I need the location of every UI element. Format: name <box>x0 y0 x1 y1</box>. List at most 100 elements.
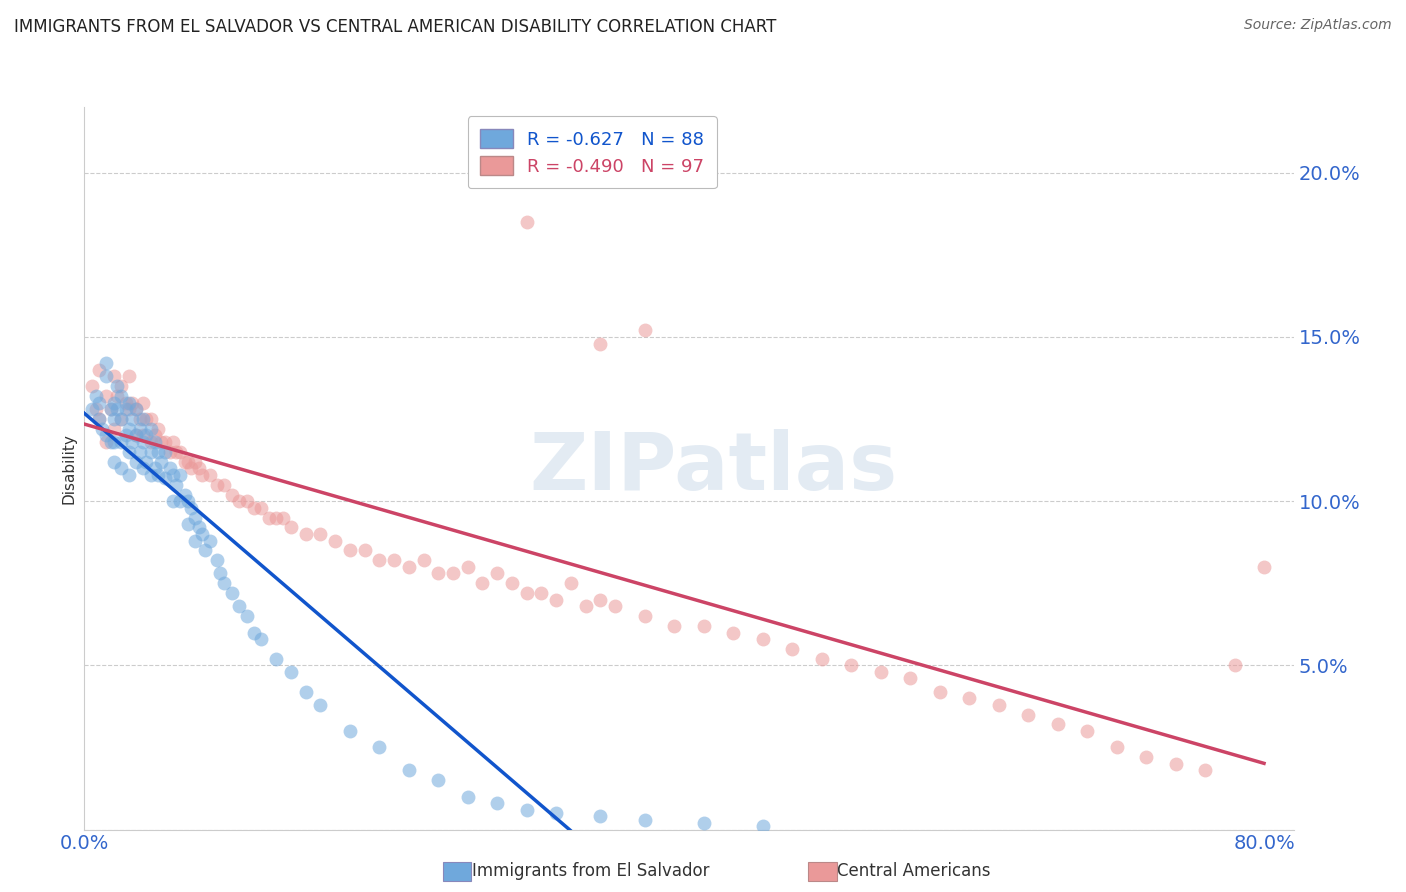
Point <box>129 412 152 426</box>
Point <box>214 477 236 491</box>
Point <box>165 445 187 459</box>
Point <box>243 500 266 515</box>
Point <box>114 428 136 442</box>
Point <box>87 412 110 426</box>
Point <box>87 412 110 426</box>
Point <box>560 576 582 591</box>
Point <box>957 691 980 706</box>
Point <box>103 395 125 409</box>
Point <box>132 435 155 450</box>
Point <box>516 586 538 600</box>
Point <box>382 553 405 567</box>
Point <box>839 658 862 673</box>
Point <box>84 389 107 403</box>
Point <box>176 494 198 508</box>
Point <box>121 435 143 450</box>
Point <box>294 684 316 698</box>
Point <box>121 412 143 426</box>
Point <box>135 412 157 426</box>
Point <box>139 422 162 436</box>
Point <box>605 599 627 614</box>
Point <box>221 586 243 600</box>
Point <box>117 402 139 417</box>
Point <box>198 533 221 548</box>
Point <box>184 533 207 548</box>
Point <box>398 764 420 778</box>
Point <box>146 467 169 482</box>
Point <box>155 445 177 459</box>
Point <box>530 586 553 600</box>
Point <box>169 494 191 508</box>
Point <box>228 599 250 614</box>
Point <box>1164 756 1187 771</box>
Point <box>987 698 1010 712</box>
Point <box>250 632 273 646</box>
Point <box>105 379 128 393</box>
Point <box>180 500 202 515</box>
Point <box>117 422 139 436</box>
Point <box>228 494 250 508</box>
Point <box>132 428 155 442</box>
Point <box>243 625 266 640</box>
Point <box>323 533 346 548</box>
Point <box>457 789 479 804</box>
Point <box>634 323 657 337</box>
Point <box>1105 740 1128 755</box>
Point <box>139 467 162 482</box>
Point <box>751 632 773 646</box>
Point <box>412 553 434 567</box>
Point <box>1223 658 1246 673</box>
Point <box>264 510 287 524</box>
Point <box>173 487 195 501</box>
Point <box>928 684 950 698</box>
Point <box>194 543 217 558</box>
Point <box>165 477 187 491</box>
Point <box>634 609 657 624</box>
Point <box>117 369 139 384</box>
Point <box>264 652 287 666</box>
Point <box>105 389 128 403</box>
Point <box>96 435 118 450</box>
Point <box>692 816 714 830</box>
Point <box>280 520 302 534</box>
Point <box>139 445 162 459</box>
Point <box>486 797 509 811</box>
Point <box>486 566 509 581</box>
Point <box>471 576 494 591</box>
Point <box>96 356 118 370</box>
Point <box>751 819 773 833</box>
Point <box>176 517 198 532</box>
Point <box>100 402 122 417</box>
Point <box>353 543 375 558</box>
Point <box>205 553 228 567</box>
Text: Central Americans: Central Americans <box>837 862 991 880</box>
Point <box>100 402 122 417</box>
Point <box>188 461 211 475</box>
Point <box>110 412 132 426</box>
Point <box>294 527 316 541</box>
Point <box>221 487 243 501</box>
Point <box>132 461 155 475</box>
Point <box>80 402 103 417</box>
Point <box>162 494 184 508</box>
Point <box>589 592 612 607</box>
Point <box>121 395 143 409</box>
Point <box>235 494 257 508</box>
Point <box>309 527 332 541</box>
Point <box>1135 750 1157 764</box>
Point <box>1253 559 1275 574</box>
Point <box>339 543 361 558</box>
Point <box>191 467 214 482</box>
Point <box>110 435 132 450</box>
Point <box>103 455 125 469</box>
Point <box>135 428 157 442</box>
Text: ZIPatlas: ZIPatlas <box>529 429 897 508</box>
Point <box>257 510 280 524</box>
Point <box>214 576 236 591</box>
Point <box>280 665 302 679</box>
Point <box>80 379 103 393</box>
Point <box>191 527 214 541</box>
Point <box>634 813 657 827</box>
Point <box>100 435 122 450</box>
Point <box>162 467 184 482</box>
